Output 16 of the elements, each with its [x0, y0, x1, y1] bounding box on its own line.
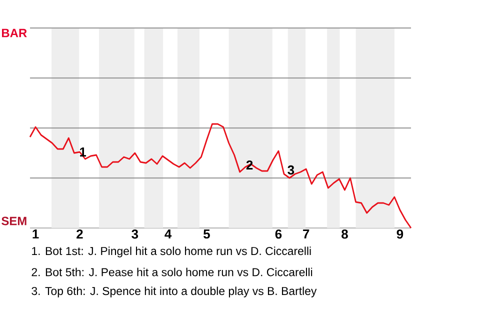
annotation: 1 — [80, 148, 86, 156]
x-tick-label: 9 — [396, 230, 404, 239]
x-tick-label: 1 — [32, 230, 39, 238]
text: 3. Top 6th: J. Spence hit into a double play vs B. Bartley — [32, 286, 317, 298]
text: 2. Bot 5th: J. Pease hit a solo home run vs D. Ciccarelli — [32, 268, 312, 276]
x-tick-label: 5 — [204, 230, 210, 239]
x-tick-label: 6 — [275, 230, 282, 239]
x-tick-label: 2 — [76, 230, 83, 239]
x-tick-label: 3 — [132, 230, 138, 239]
annotation: 3 — [288, 165, 294, 175]
text: 1. Bot 1st: J. Pingel hit a solo home run vs D. Ciccarelli — [32, 246, 311, 258]
x-tick-label: 4 — [164, 230, 172, 238]
x-tick-label: 8 — [342, 230, 348, 239]
x-tick-label: 7 — [303, 230, 310, 238]
text: BAR — [2, 28, 27, 38]
text: SEM — [2, 216, 26, 226]
